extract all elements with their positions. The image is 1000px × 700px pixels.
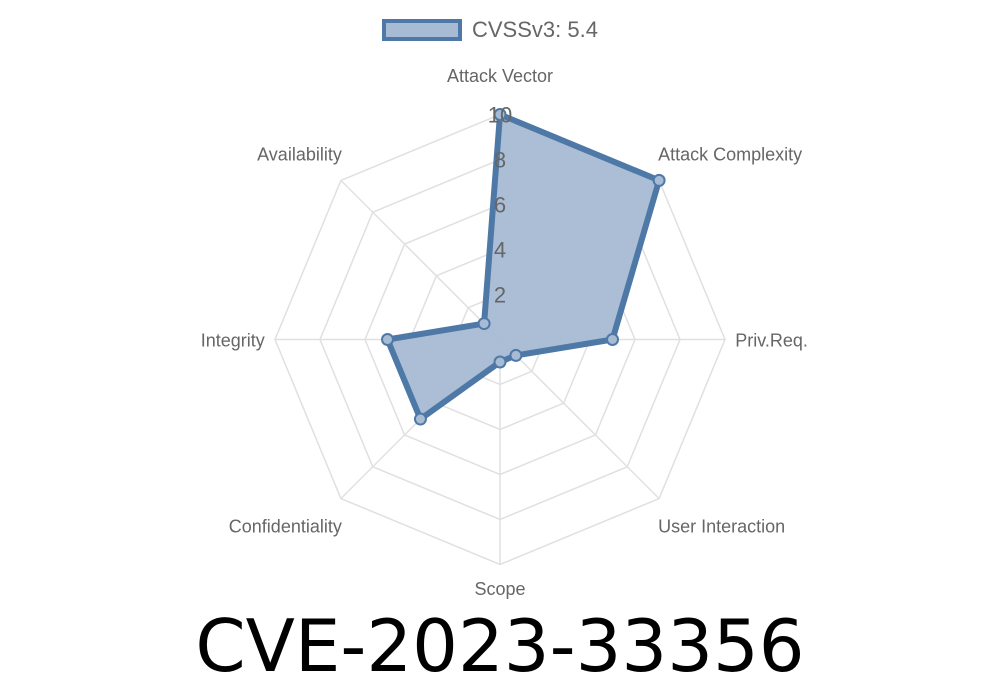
- axis-label: User Interaction: [658, 517, 785, 537]
- axis-label: Availability: [257, 144, 342, 164]
- legend-swatch: [382, 19, 462, 41]
- tick-label: 10: [488, 103, 512, 128]
- axis-label: Integrity: [201, 331, 265, 351]
- axis-label: Priv.Req.: [735, 331, 808, 351]
- data-point: [493, 355, 507, 369]
- data-point: [509, 348, 523, 362]
- data-point: [477, 317, 491, 331]
- axis-label: Confidentiality: [229, 517, 342, 537]
- axis-label: Attack Complexity: [658, 144, 802, 164]
- tick-label: 2: [494, 283, 506, 308]
- data-point: [652, 173, 666, 187]
- data-point: [381, 333, 394, 346]
- grid-spoke: [340, 179, 501, 341]
- data-point: [413, 412, 427, 426]
- grid-spoke: [499, 338, 660, 500]
- tick-label: 8: [494, 148, 506, 173]
- cve-title: CVE-2023-33356: [195, 604, 805, 688]
- data-point: [493, 108, 507, 121]
- tick-label: 4: [494, 238, 506, 263]
- legend-label: CVSSv3: 5.4: [472, 17, 598, 42]
- axis-label: Scope: [474, 579, 525, 599]
- data-point: [606, 333, 619, 346]
- tick-label: 6: [494, 193, 506, 218]
- legend[interactable]: CVSSv3: 5.4: [382, 17, 598, 43]
- axis-label: Attack Vector: [447, 66, 553, 86]
